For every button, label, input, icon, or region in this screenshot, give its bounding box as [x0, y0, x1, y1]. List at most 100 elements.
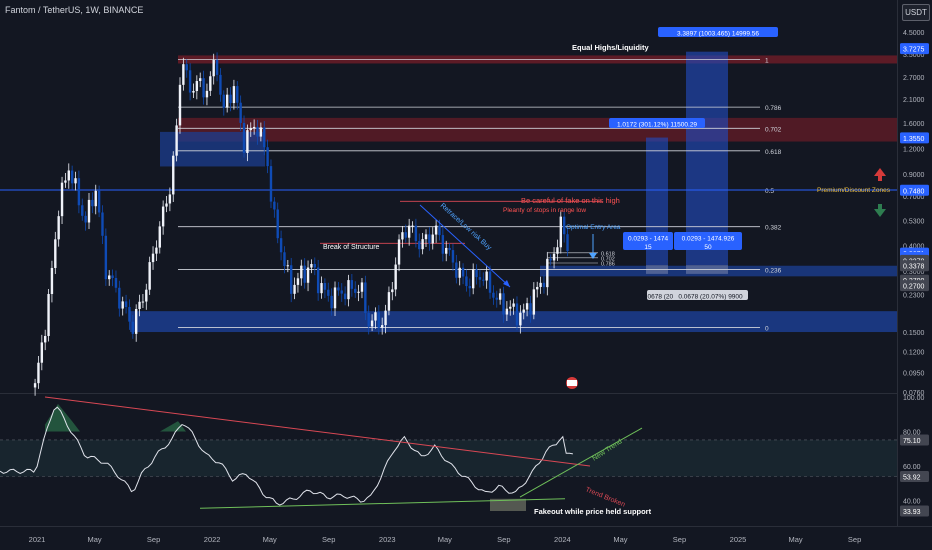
candle-body — [401, 232, 404, 240]
candle-body — [471, 269, 475, 289]
candle-body — [273, 201, 276, 210]
rsi-badge: 75.10 — [903, 438, 921, 445]
price-axis-tick: 0.2300 — [903, 292, 925, 299]
candle-body — [461, 267, 465, 277]
candle-body — [246, 130, 249, 153]
price-axis-tick: 0.7000 — [903, 194, 925, 201]
candle-body — [556, 247, 559, 254]
candle-body — [118, 287, 121, 309]
candle-body — [529, 303, 532, 315]
rsi-badge: 33.93 — [903, 509, 921, 516]
candle-body — [104, 235, 108, 280]
candle-body — [94, 190, 97, 207]
position-box-b-bg — [674, 232, 742, 250]
candle-body — [175, 125, 178, 156]
candle-body — [222, 94, 226, 108]
candle-body — [128, 307, 131, 322]
fib-level-label: 0.382 — [765, 225, 782, 232]
stop-label-b: 0.0678 (20.07%) 9900 — [678, 294, 743, 301]
candle-body — [165, 203, 168, 207]
chart-title: Fantom / TetherUS, 1W, BINANCE — [5, 5, 144, 15]
candle-body — [330, 295, 333, 309]
retrace-label: Retrace/Low risk Buy — [439, 202, 493, 252]
candle-body — [542, 282, 546, 288]
price-badge-bg — [900, 184, 929, 196]
entry-fib-label: 0.618 — [601, 251, 615, 257]
candle-body — [70, 170, 74, 184]
candle-body — [219, 74, 222, 95]
candle-body — [498, 293, 502, 300]
candle-body — [549, 258, 552, 261]
candle-body — [478, 277, 482, 280]
candle-body — [475, 269, 478, 278]
fib-level-label: 0.618 — [765, 149, 782, 156]
candle-body — [161, 206, 165, 227]
candle-body — [249, 128, 252, 131]
time-axis-tick: May — [613, 535, 627, 544]
candle-body — [465, 276, 468, 287]
candle-body — [148, 262, 151, 290]
rsi-axis-tick: 40.00 — [903, 499, 921, 506]
candle-body — [60, 182, 64, 217]
retrace-arrow-line — [419, 204, 511, 288]
fib-level-label: 0.5 — [765, 188, 774, 195]
rsi-axis-tick: 100.00 — [903, 395, 925, 402]
candle-body — [357, 291, 360, 293]
candle-body — [451, 250, 455, 263]
price-badge: 0.7480 — [903, 188, 925, 195]
candle-body — [97, 190, 101, 213]
price-badge-bg — [900, 280, 929, 292]
candle-body — [131, 321, 135, 334]
candle-body — [225, 94, 229, 108]
candle-body — [421, 239, 424, 250]
candle-body — [124, 301, 128, 308]
time-axis-tick: Sep — [673, 535, 686, 544]
target-top-box-bg — [658, 27, 778, 37]
candle-body — [370, 320, 374, 327]
candle-body — [391, 289, 394, 293]
candle-body — [482, 279, 485, 281]
candle-body — [340, 290, 343, 294]
rsi-line — [0, 406, 573, 506]
candle-body — [74, 178, 77, 184]
time-axis-tick: Sep — [848, 535, 861, 544]
candle-body — [394, 264, 397, 290]
candle-body — [512, 303, 515, 307]
position-box-a: 0.0293 - 1474 — [628, 236, 669, 243]
fakeout-label: Fakeout while price held support — [534, 507, 652, 516]
stop-label-a: 0.0678 (20.07% — [642, 294, 688, 301]
candle-body — [303, 265, 306, 283]
price-axis-tick: 0.1500 — [903, 330, 925, 337]
candle-body — [40, 342, 44, 363]
candle-body — [445, 247, 448, 254]
price-badge: 3.7275 — [903, 47, 925, 54]
candle-body — [185, 64, 188, 71]
rsi-support-line — [199, 498, 566, 509]
candle-body — [209, 76, 212, 91]
candle-body — [242, 122, 246, 153]
time-axis-tick: May — [438, 535, 452, 544]
rsi-overbought-fill — [45, 403, 80, 432]
candle-body — [343, 293, 347, 300]
candle-body — [519, 312, 522, 326]
candle-body — [404, 232, 407, 238]
price-axis-tick: 2.1000 — [903, 97, 925, 104]
time-axis-tick: 2024 — [554, 535, 571, 544]
candle-body — [434, 225, 438, 235]
candle-body — [215, 59, 219, 75]
target-mid-box: 1.0172 (301.12%) 11500.29 — [617, 122, 697, 129]
candle-body — [300, 265, 303, 279]
candle-body — [188, 70, 192, 93]
currency-selector[interactable]: USDT — [902, 4, 930, 21]
discount-arrow-down-icon — [874, 204, 886, 217]
fake-warning-label: Be careful of fake on this high — [521, 196, 620, 205]
candle-body — [468, 286, 472, 289]
optimal-entry-label: Optimal Entry Area — [566, 224, 621, 231]
candle-body — [64, 180, 67, 183]
rsi-axis-tick: 60.00 — [903, 464, 921, 471]
candle-body — [418, 241, 421, 250]
candle-body — [367, 313, 370, 327]
rsi-badge-bg — [900, 505, 929, 517]
price-axis-tick: 1.2000 — [903, 147, 925, 154]
